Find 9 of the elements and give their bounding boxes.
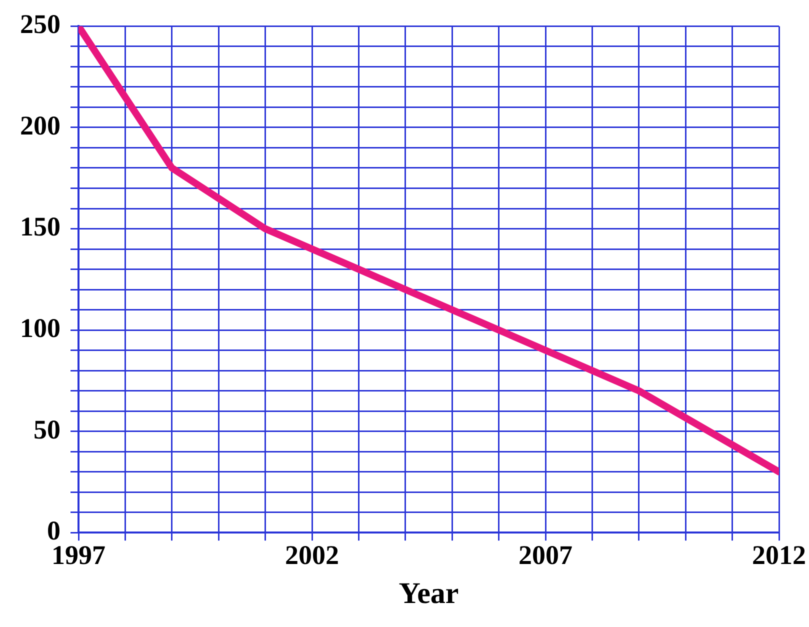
y-tick-label: 100 xyxy=(20,313,60,344)
y-tick-label: 150 xyxy=(20,212,60,242)
x-tick-label: 2002 xyxy=(285,540,339,570)
x-tick-label: 2007 xyxy=(518,540,572,570)
y-tick-label: 250 xyxy=(20,9,60,40)
x-tick-label: 2012 xyxy=(752,540,806,570)
y-tick-label: 200 xyxy=(20,110,60,140)
x-axis-title: Year xyxy=(398,576,459,610)
y-tick-label: 50 xyxy=(34,414,60,444)
